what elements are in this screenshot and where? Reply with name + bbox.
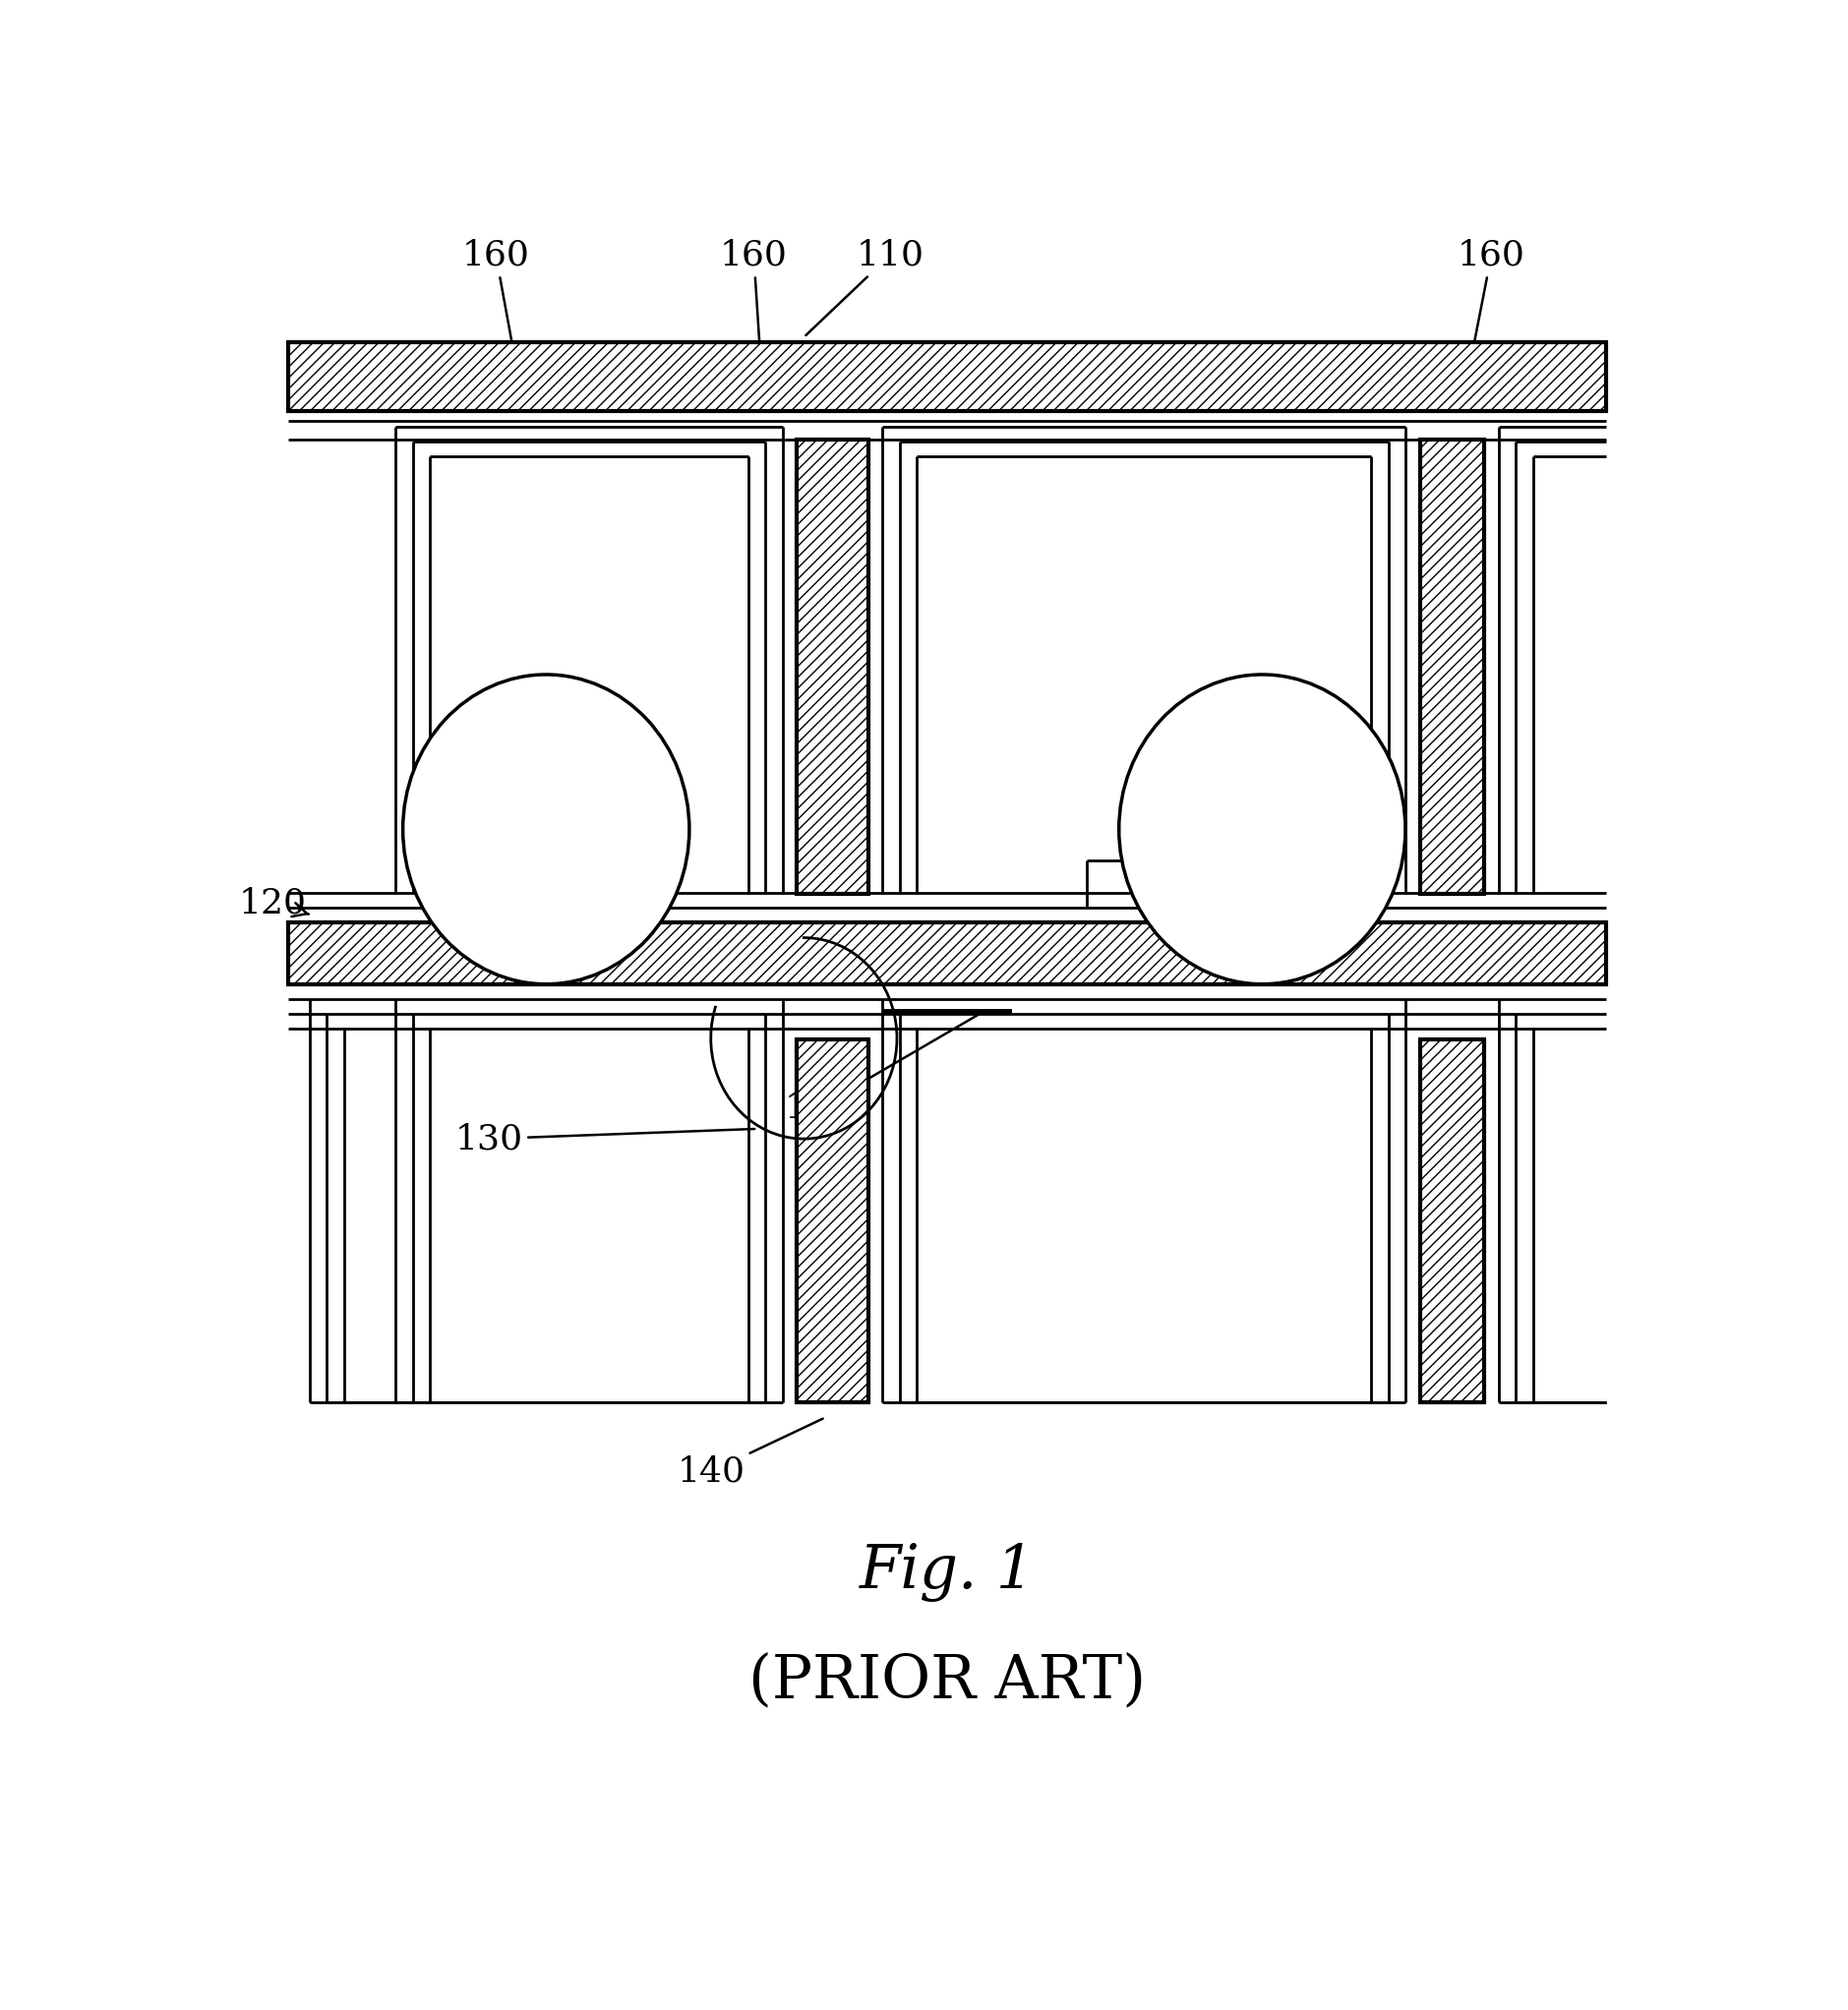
Text: 160: 160 xyxy=(721,239,787,362)
Text: (PRIOR ART): (PRIOR ART) xyxy=(748,1650,1146,1711)
Text: 160: 160 xyxy=(1458,239,1525,362)
Text: Fig. 1: Fig. 1 xyxy=(859,1544,1035,1602)
Text: 120: 120 xyxy=(238,886,309,921)
Bar xyxy=(1419,1039,1484,1403)
Bar xyxy=(796,440,869,894)
Bar xyxy=(288,923,1606,985)
Ellipse shape xyxy=(1118,675,1404,985)
Text: 110: 110 xyxy=(806,239,924,336)
Bar xyxy=(1419,440,1484,894)
Text: 160: 160 xyxy=(462,239,530,370)
Text: 150: 150 xyxy=(784,1013,981,1126)
Ellipse shape xyxy=(403,675,689,985)
Bar xyxy=(288,342,1606,412)
Text: 140: 140 xyxy=(676,1419,822,1487)
Bar xyxy=(796,1039,869,1403)
Text: 130: 130 xyxy=(455,1122,754,1156)
